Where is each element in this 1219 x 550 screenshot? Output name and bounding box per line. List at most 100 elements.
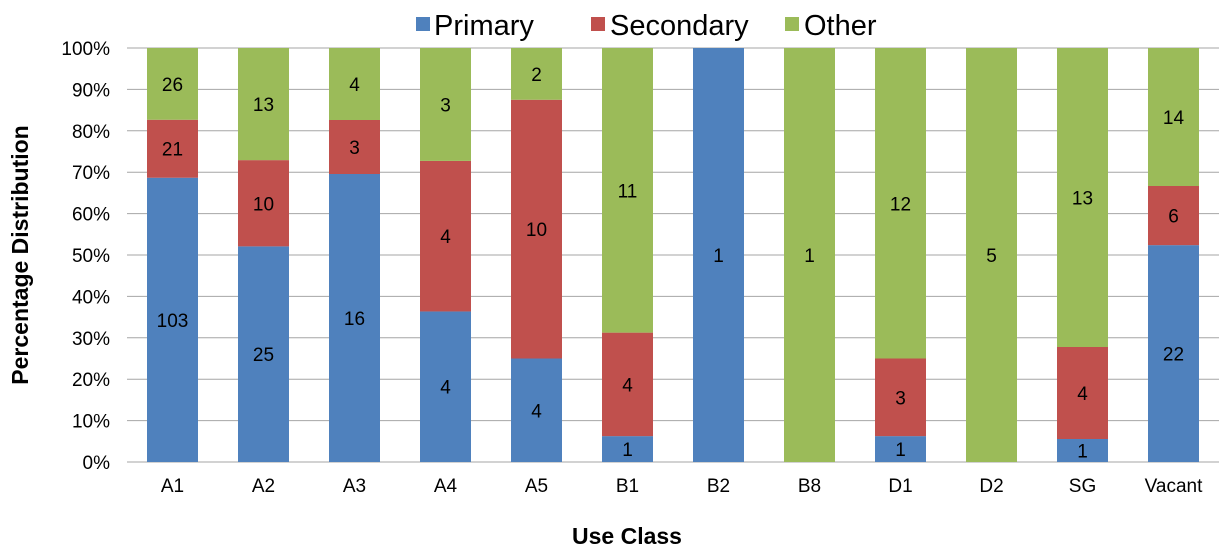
data-label: 13 [1072,189,1093,210]
data-label: 5 [986,246,997,267]
legend-label-secondary: Secondary [610,10,749,42]
data-label: 2 [531,65,542,86]
data-label: 3 [895,388,906,409]
bar-segment-other [329,48,380,120]
bar-segment-other [238,48,289,161]
bar-stack-vacant: 22 6 14 [1148,48,1199,462]
legend-swatch-other [785,17,799,31]
y-tick-label: 60% [72,205,110,226]
data-label: 1 [1077,442,1088,463]
bar-segment-primary [329,174,380,462]
y-tick-label: 70% [72,163,110,184]
data-label: 14 [1163,108,1185,129]
bar-stack-d2: 5 [966,48,1017,462]
bar-segment-secondary [511,99,562,359]
bar-segment-primary [875,436,926,462]
bar-stack-a4: 4 4 3 [420,48,471,462]
data-label: 26 [162,75,183,96]
data-label: 4 [622,375,633,396]
data-label: 3 [440,95,451,116]
x-axis-title: Use Class [572,523,682,549]
data-label: 103 [157,311,189,332]
x-tick-label: A5 [525,476,548,497]
legend: Primary Secondary Other [416,10,877,42]
bar-stack-d1: 1 3 12 [875,48,926,462]
data-label: 25 [253,345,274,366]
bar-stack-a5: 4 10 2 [511,48,562,462]
x-tick-label: A1 [161,476,184,497]
data-label: 13 [253,95,274,116]
bar-segment-primary [238,246,289,462]
bar-segment-secondary [875,358,926,437]
y-tick-label: 80% [72,122,110,143]
x-tick-label: B8 [798,476,821,497]
x-tick-label: Vacant [1145,476,1203,497]
bar-segment-secondary [147,119,198,178]
x-axis-ticks: A1 A2 A3 A4 A5 B1 B2 B8 D1 D2 SG Vacant [161,476,1203,497]
x-tick-label: A2 [252,476,275,497]
bar-segment-other [784,48,835,462]
bar-stack-b8: 1 [784,48,835,462]
data-label: 10 [253,194,274,215]
y-tick-label: 0% [83,453,111,474]
data-label: 4 [440,227,451,248]
data-label: 1 [622,440,633,461]
legend-swatch-secondary [591,17,605,31]
legend-label-primary: Primary [434,10,534,42]
data-label: 1 [804,246,815,267]
bar-segment-secondary [1148,186,1199,246]
data-label: 21 [162,140,183,161]
legend-label-other: Other [804,10,877,42]
bar-segment-other [966,48,1017,462]
x-tick-label: B2 [707,476,730,497]
y-axis-ticks: 0% 10% 20% 30% 40% 50% 60% 70% 80% 90% 100% [61,39,110,474]
bar-segment-primary [420,311,471,462]
data-label: 16 [344,309,365,330]
x-tick-label: A4 [434,476,458,497]
y-tick-label: 40% [72,287,110,308]
bar-segment-primary [511,358,562,462]
data-label: 11 [618,181,638,202]
data-label: 4 [349,75,360,96]
data-label: 4 [1077,384,1088,405]
x-tick-label: SG [1069,476,1096,497]
bar-segment-other [1148,48,1199,186]
bar-segment-other [147,48,198,120]
y-tick-label: 20% [72,370,110,391]
bar-segment-primary [1148,245,1199,462]
bar-stack-b2: 1 [693,48,744,462]
bar-segment-other [420,48,471,161]
bar-segment-primary [693,48,744,462]
y-tick-label: 90% [72,80,110,101]
data-label: 22 [1163,345,1184,366]
bar-segment-primary [147,177,198,462]
y-tick-label: 30% [72,329,110,350]
x-tick-label: D1 [888,476,912,497]
y-tick-label: 10% [72,412,110,433]
bar-segment-other [875,48,926,359]
y-tick-label: 50% [72,246,110,267]
legend-swatch-primary [416,17,430,31]
data-label: 10 [526,220,547,241]
data-label: 4 [531,401,542,422]
y-axis-title: Percentage Distribution [7,125,33,384]
data-label: 12 [890,194,911,215]
bar-segment-primary [1057,439,1108,462]
bar-segment-secondary [602,332,653,437]
bar-segment-secondary [329,120,380,174]
bar-segment-secondary [420,160,471,312]
bar-stack-b1: 1 4 11 [602,48,653,462]
y-tick-label: 100% [61,39,110,60]
data-label: 3 [349,138,360,159]
bar-stack-a1: 103 21 26 [147,48,198,462]
bar-segment-primary [602,436,653,462]
bar-segment-secondary [238,160,289,247]
bar-segment-secondary [1057,347,1108,439]
bar-stack-sg: 1 4 13 [1057,48,1108,463]
bar-segment-other [602,48,653,333]
bar-segment-other [511,48,562,100]
data-label: 4 [440,378,451,399]
bar-stack-a2: 25 10 13 [238,48,289,462]
bar-segment-other [1057,48,1108,347]
